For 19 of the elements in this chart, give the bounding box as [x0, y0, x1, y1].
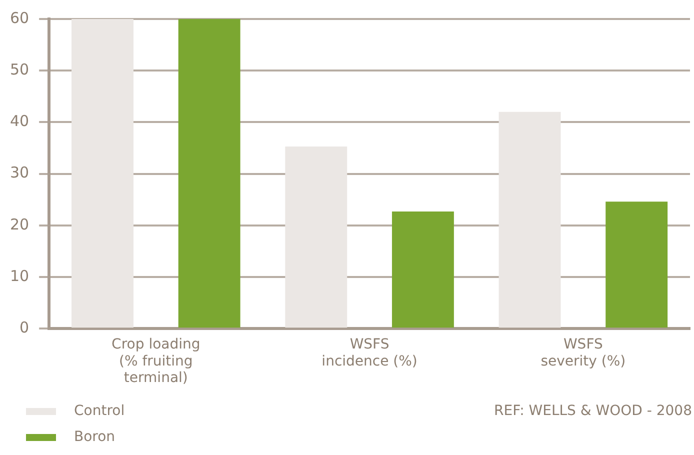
y-tick-label: 30	[10, 164, 30, 182]
x-tick-label: WSFS severity (%)	[540, 336, 626, 370]
y-tick-label: 10	[10, 266, 30, 285]
x-tick-label: WSFS incidence (%)	[322, 336, 418, 370]
x-tick-label: Crop loading (% fruiting terminal)	[112, 336, 200, 386]
legend-label: Control	[74, 403, 125, 419]
bar	[392, 211, 454, 328]
y-tick-label: 60	[10, 8, 30, 27]
text: REF: WELLS & WOOD - 2008	[494, 403, 692, 419]
y-tick-label: 50	[10, 60, 30, 78]
bar	[498, 112, 561, 328]
bar	[178, 19, 240, 328]
bar	[606, 202, 668, 328]
y-tick-label: 0	[20, 318, 30, 336]
legend-label: Boron	[74, 429, 116, 445]
y-tick-label: 20	[10, 215, 30, 234]
bar	[72, 19, 134, 328]
bar	[285, 146, 348, 328]
y-tick-label: 40	[10, 112, 30, 130]
